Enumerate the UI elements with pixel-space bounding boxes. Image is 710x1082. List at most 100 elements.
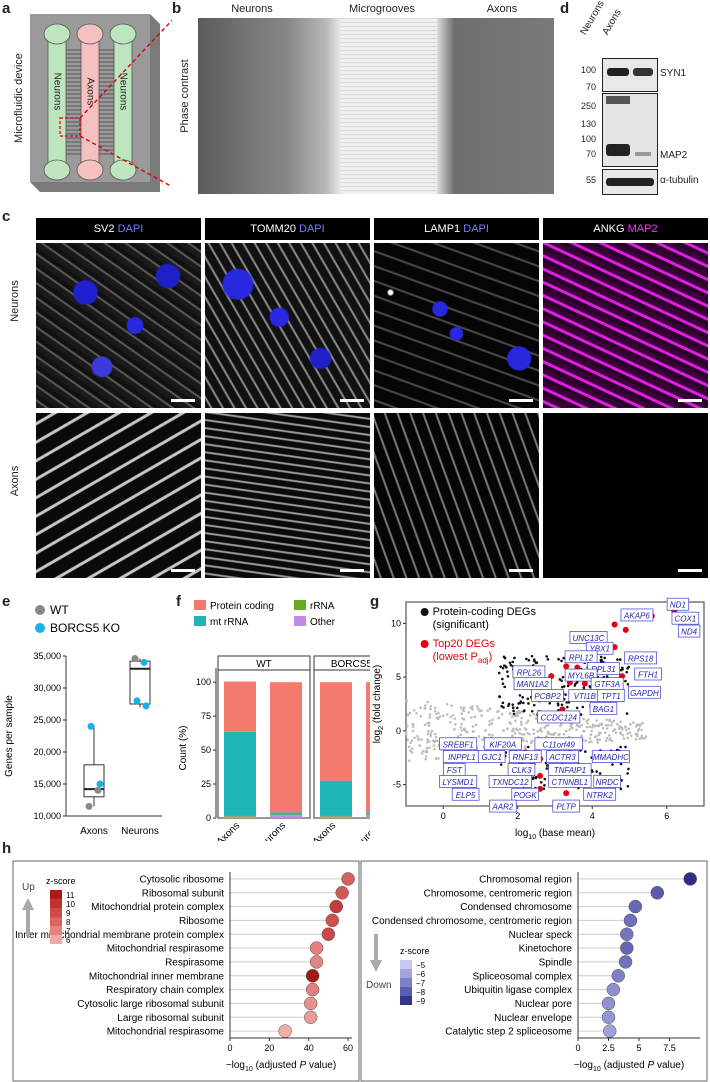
- gene-label-box: [489, 799, 517, 813]
- gene-point: [434, 757, 438, 760]
- gene-point: [427, 729, 430, 733]
- gene-point: [433, 709, 437, 713]
- deg-point: [618, 658, 622, 661]
- deg-point: [558, 678, 562, 681]
- gene-point: [454, 723, 457, 726]
- gene-point: [427, 724, 431, 727]
- deg-point: [530, 710, 534, 713]
- x-tick-label: 0: [575, 1043, 580, 1053]
- gene-point: [640, 728, 643, 732]
- stain-a: LAMP1: [424, 223, 461, 235]
- term-dot: [309, 955, 324, 969]
- gene-point: [432, 744, 436, 747]
- gene-label: RPL26: [517, 668, 542, 677]
- deg-point: [543, 777, 547, 781]
- gene-point: [437, 757, 440, 760]
- deg-point: [512, 712, 516, 716]
- zscore-swatch: [50, 890, 62, 899]
- gene-point: [630, 734, 633, 737]
- group-label: BORCS5 KO: [331, 659, 370, 670]
- blot-tubulin-tick-55: 55: [585, 175, 596, 185]
- gene-point: [461, 708, 465, 711]
- deg-point: [533, 659, 536, 663]
- deg-point: [545, 767, 549, 770]
- gene-label: CLK3: [511, 766, 532, 775]
- deg-point: [616, 658, 619, 661]
- x-axis-italic: P: [648, 1060, 655, 1071]
- zscore-swatch: [400, 960, 412, 969]
- term-label: Mitochondrial inner membrane: [89, 971, 225, 982]
- gene-point: [516, 728, 519, 732]
- gene-label-box: [531, 689, 564, 702]
- deg-point: [502, 706, 505, 709]
- gene-point: [629, 723, 632, 726]
- gene-label-box: [564, 650, 598, 664]
- gene-label: ACTR3: [548, 753, 576, 762]
- y-axis-title: Count (%): [178, 725, 189, 770]
- gene-point: [502, 729, 506, 733]
- term-dot: [325, 913, 340, 928]
- gene-point: [538, 728, 542, 732]
- bar-segment: [224, 816, 256, 818]
- micrograph-sv2-neurons: [36, 243, 201, 408]
- blot-syn1: [602, 58, 658, 92]
- deg-point: [526, 745, 530, 749]
- gene-point: [409, 749, 412, 752]
- gene-label: POGK: [514, 791, 538, 800]
- gene-point: [582, 717, 585, 721]
- chart-f: Protein coding rRNA mt rRNA Other 0 25 50 75 100…: [178, 600, 370, 841]
- legend-marker: [420, 608, 429, 616]
- blot-map2-tick-130: 130: [580, 119, 596, 129]
- gene-point: [410, 739, 414, 742]
- stain-b: DAPI: [299, 223, 325, 235]
- gene-point: [570, 726, 574, 730]
- legend-swatch: [194, 616, 206, 626]
- gene-label-box: [583, 787, 617, 801]
- stain-b: MAP2: [627, 223, 658, 235]
- gene-point: [421, 749, 425, 753]
- gene-point: [586, 722, 590, 725]
- zscore-tick: −5: [416, 961, 426, 970]
- y-tick-label: 10: [391, 618, 401, 628]
- row-label-neurons: Neurons: [9, 280, 21, 322]
- gene-point: [426, 700, 429, 704]
- gene-point: [441, 714, 445, 717]
- gene-point: [619, 720, 623, 724]
- deg-point: [498, 695, 502, 699]
- gene-point: [491, 733, 494, 737]
- gene-point: [605, 736, 609, 740]
- micrograph-lamp1-neurons: [374, 243, 539, 408]
- stain-a: ANKG: [593, 223, 625, 235]
- gene-label: MYL6B: [568, 672, 595, 681]
- x-axis-mid: (adjusted: [601, 1060, 648, 1071]
- stain-a: TOMM20: [250, 223, 296, 235]
- gene-point: [429, 732, 433, 735]
- deg-point: [505, 666, 508, 669]
- deg-point: [532, 703, 536, 707]
- deg-point: [511, 660, 515, 664]
- deg-point: [543, 784, 546, 787]
- micrograph-tomm20-axons: [205, 413, 370, 578]
- x-tick-label: 0: [227, 1043, 232, 1053]
- y-axis-rest: (fold change): [372, 665, 383, 726]
- gene-label: VTI1B: [574, 692, 597, 701]
- gene-point: [544, 724, 548, 728]
- deg-point: [626, 667, 629, 670]
- deg-point: [562, 656, 565, 660]
- gene-point: [423, 723, 427, 727]
- term-dot: [305, 982, 320, 997]
- gene-point: [634, 725, 638, 728]
- gene-point: [423, 704, 427, 707]
- x-tick-label: 5: [636, 1043, 641, 1053]
- bar-segment: [270, 815, 302, 818]
- gene-point: [522, 739, 525, 743]
- gene-point: [471, 730, 475, 733]
- gene-point: [488, 707, 492, 710]
- chart-h-down: Chromosomal region Chromosome, centromeri…: [360, 860, 708, 1082]
- gene-label: RNF13: [513, 753, 539, 762]
- gene-label: ELP5: [456, 791, 476, 800]
- gene-point: [628, 731, 632, 734]
- gene-label: SREBF1: [443, 740, 474, 749]
- gene-point: [445, 713, 449, 716]
- gene-point: [604, 731, 607, 734]
